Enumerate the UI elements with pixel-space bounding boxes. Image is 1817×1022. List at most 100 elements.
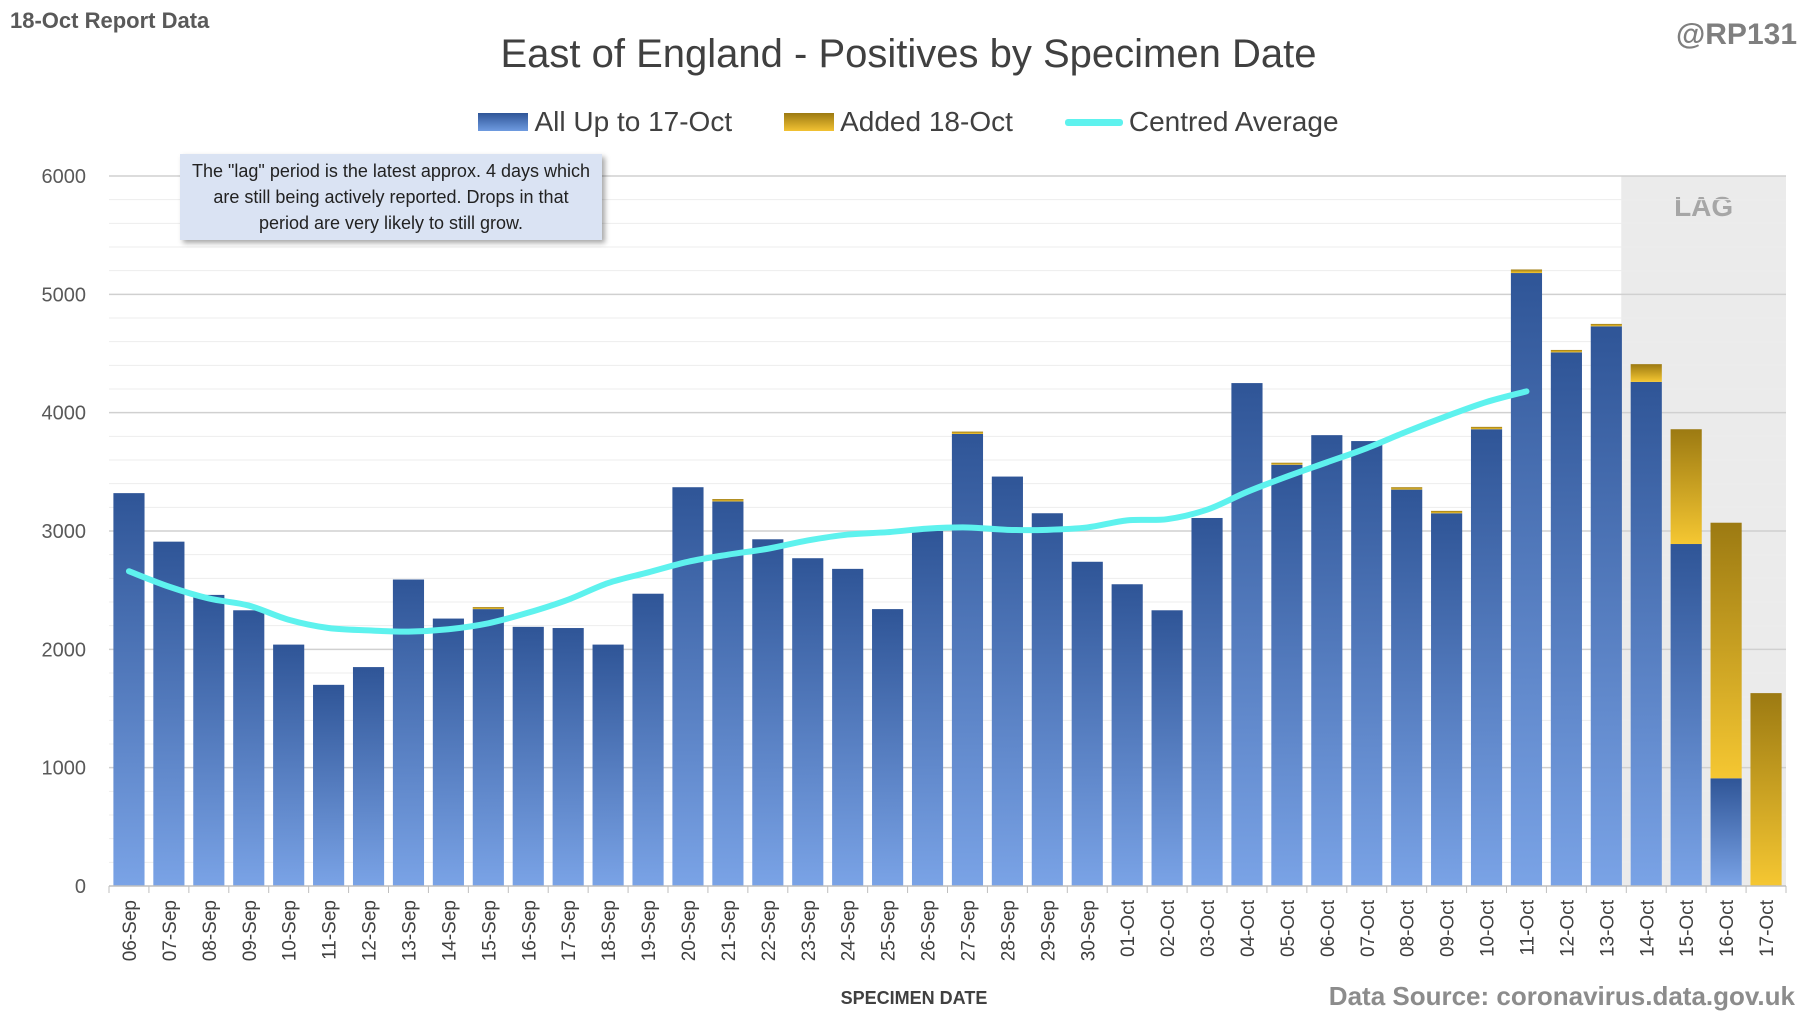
legend-swatch-average [1064, 118, 1123, 126]
data-source: Data Source: coronavirus.data.gov.uk [1328, 981, 1795, 1011]
x-tick-label: 09-Oct [1438, 899, 1459, 957]
bar-base [1031, 513, 1063, 886]
bar-base [592, 644, 624, 886]
bar-base [712, 501, 744, 886]
x-tick-label: 28-Sep [998, 900, 1019, 961]
bar-added [1670, 429, 1702, 545]
bar-base [552, 628, 584, 886]
bar-added [712, 499, 744, 502]
legend-swatch-added [784, 113, 835, 131]
author-handle: @RP131 [1676, 18, 1797, 51]
x-tick-label: 17-Sep [559, 900, 580, 961]
x-tick-label: 23-Sep [799, 900, 820, 961]
legend-item-base: All Up to 17-Oct [478, 106, 732, 138]
y-tick-label: 5000 [42, 284, 87, 306]
x-tick-label: 03-Oct [1198, 899, 1219, 957]
bar-base [1151, 610, 1183, 886]
x-tick-label: 11-Oct [1517, 899, 1538, 955]
x-tick-label: 24-Sep [839, 900, 860, 961]
legend-label-added: Added 18-Oct [840, 106, 1013, 137]
x-tick-label: 10-Oct [1478, 899, 1499, 957]
legend-item-added: Added 18-Oct [784, 106, 1013, 138]
x-tick-label: 22-Sep [759, 900, 780, 961]
lag-label: LAG [1674, 191, 1733, 222]
x-tick-label: 12-Sep [360, 900, 381, 961]
x-axis-title: SPECIMEN DATE [841, 988, 988, 1008]
bar-added [1431, 510, 1463, 514]
legend-swatch-base [478, 113, 529, 131]
bar-added [1510, 269, 1543, 274]
x-tick-label: 29-Sep [1038, 900, 1059, 961]
chart-title: East of England - Positives by Specimen … [500, 32, 1317, 76]
x-tick-label: 16-Oct [1717, 899, 1738, 957]
bar-base [1590, 326, 1622, 886]
x-tick-label: 09-Sep [240, 900, 261, 961]
bar-base [113, 493, 145, 886]
bar-base [392, 579, 425, 886]
bar-base [1670, 544, 1702, 886]
bar-base [1191, 517, 1223, 886]
x-tick-label: 02-Oct [1158, 899, 1179, 957]
bar-added [1391, 487, 1423, 490]
bar-base [1550, 352, 1582, 887]
bar-base [1071, 561, 1103, 886]
x-tick-label: 07-Sep [160, 900, 181, 961]
centred-average-line [125, 388, 1530, 635]
bar-base [1111, 584, 1143, 886]
bar-base [911, 531, 944, 886]
x-tick-label: 18-Sep [599, 900, 620, 961]
bar-added [1590, 323, 1622, 327]
y-tick-label: 0 [75, 876, 86, 898]
bar-added [1630, 364, 1662, 382]
x-tick-label: 17-Oct [1757, 899, 1778, 957]
bar-base [752, 539, 784, 886]
bar-added [1470, 426, 1503, 430]
x-tick-label: 21-Sep [719, 900, 740, 961]
bar-base [153, 541, 185, 886]
y-tick-label: 4000 [42, 403, 87, 425]
bar-base [632, 593, 664, 886]
x-tick-label: 08-Oct [1398, 899, 1419, 957]
bar-base [1431, 513, 1463, 886]
bar-base [951, 433, 984, 886]
bar-added [472, 607, 504, 610]
x-tick-label: 12-Oct [1557, 899, 1578, 957]
x-tick-label: 10-Sep [280, 900, 301, 961]
bar-base [432, 618, 464, 886]
x-tick-label: 25-Sep [879, 900, 900, 961]
lag-annotation: The "lag" period is the latest approx. 4… [180, 154, 602, 240]
bar-base [1470, 429, 1503, 886]
bar-base [991, 476, 1023, 886]
x-tick-label: 11-Sep [320, 900, 341, 960]
x-tick-label: 06-Oct [1318, 899, 1339, 957]
y-tick-label: 6000 [42, 166, 87, 188]
x-tick-label: 30-Sep [1078, 900, 1099, 961]
x-tick-label: 27-Sep [958, 900, 979, 961]
bar-base [1710, 778, 1742, 886]
bar-base [1391, 489, 1423, 886]
bar-added [1550, 349, 1582, 353]
x-tick-label: 13-Sep [399, 900, 420, 961]
x-tick-label: 05-Oct [1278, 899, 1299, 957]
bar-added [1710, 522, 1742, 779]
x-tick-label: 20-Sep [679, 900, 700, 961]
x-tick-label: 07-Oct [1358, 899, 1379, 957]
x-tick-label: 16-Sep [519, 900, 540, 961]
bar-base [352, 667, 385, 886]
x-tick-label: 01-Oct [1118, 899, 1139, 957]
bar-base [1231, 383, 1263, 886]
bar-base [1510, 273, 1543, 886]
bar-base [672, 487, 704, 886]
x-tick-label: 04-Oct [1238, 899, 1259, 957]
y-tick-label: 2000 [42, 639, 87, 661]
report-label: 18-Oct Report Data [10, 8, 210, 33]
bar-added [1750, 693, 1782, 886]
bar-added [1271, 462, 1303, 465]
bar-base [313, 684, 345, 886]
legend-item-average: Centred Average [1064, 106, 1339, 138]
x-tick-label: 15-Sep [479, 900, 500, 961]
bar-added [951, 431, 984, 434]
x-tick-label: 08-Sep [200, 900, 221, 961]
